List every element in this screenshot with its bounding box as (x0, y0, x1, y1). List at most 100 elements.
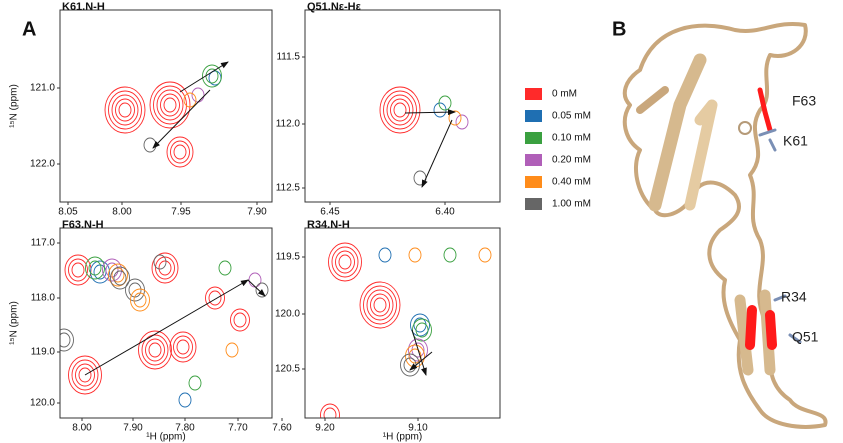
contour (108, 263, 128, 287)
contour (104, 86, 146, 134)
contour (160, 93, 180, 117)
contour (145, 338, 165, 362)
contour (205, 286, 225, 310)
contour (320, 403, 340, 418)
contour (153, 85, 187, 125)
contour (225, 342, 239, 358)
y-tick-label: 120.0 (275, 309, 300, 320)
contour (113, 270, 127, 286)
panel-label: A (22, 18, 36, 40)
contour (408, 348, 422, 364)
legend-label: 0.10 mM (552, 133, 591, 144)
contour (141, 334, 169, 366)
contour (158, 260, 172, 276)
contour (415, 322, 429, 338)
contour (208, 290, 222, 306)
contour (170, 140, 190, 164)
x-tick-label: 6.45 (320, 207, 340, 218)
contour (386, 94, 414, 126)
legend-swatch (525, 154, 542, 166)
contour (363, 285, 397, 325)
spectrum (60, 252, 269, 408)
contour (188, 375, 202, 391)
plot-title: F63.N-H (62, 219, 104, 231)
contour (373, 297, 387, 313)
contour (163, 97, 177, 113)
contour (359, 281, 401, 329)
y-tick-label: 112.0 (276, 119, 301, 130)
y-tick-label: 120.5 (275, 364, 300, 375)
x-tick-label: 8.05 (58, 207, 78, 218)
contour (323, 407, 337, 418)
contour (183, 92, 197, 108)
contour (125, 278, 145, 302)
legend-label: 0.05 mM (552, 111, 591, 122)
spectrum (379, 86, 469, 186)
legend-swatch (525, 176, 542, 188)
x-tick-label: 6.40 (435, 207, 455, 218)
contour (370, 293, 390, 317)
x-tick-label: 7.95 (171, 207, 191, 218)
y-tick-label: 118.0 (31, 293, 56, 304)
contour (148, 342, 162, 358)
x-tick-label: 8.00 (72, 423, 92, 434)
contour (115, 98, 135, 122)
legend-swatch (525, 132, 542, 144)
contour (71, 359, 99, 391)
shift-arrow (152, 89, 211, 149)
contour (230, 308, 250, 332)
x-tick-label: 7.90 (123, 423, 143, 434)
spectrum (320, 242, 492, 418)
contour (155, 256, 175, 280)
contour (335, 250, 355, 274)
contour (102, 258, 122, 282)
contour (408, 247, 422, 263)
contour (393, 102, 407, 118)
x-tick-label: 7.80 (175, 423, 195, 434)
contour (205, 68, 219, 84)
y-tick-label: 119.0 (31, 347, 56, 358)
contour (255, 282, 269, 298)
contour (173, 335, 193, 359)
legend-label: 0.40 mM (552, 177, 591, 188)
contour (118, 102, 132, 118)
contour (338, 254, 352, 270)
plot-frame (59, 227, 273, 419)
shift-arrow (84, 279, 249, 376)
contour (378, 247, 392, 263)
contour (68, 355, 102, 395)
plot-title: R34.N-H (307, 219, 350, 231)
y-tick-label: 120.0 (30, 398, 55, 409)
x-tick-label: 9.10 (408, 423, 428, 434)
contour (68, 258, 88, 282)
contour (328, 242, 362, 282)
contour (143, 137, 157, 153)
protein-structure (622, 22, 828, 429)
contour (410, 313, 430, 337)
contour (443, 247, 457, 263)
shift-arrow (179, 61, 229, 93)
contour (202, 64, 222, 88)
residue-label: Q51 (792, 329, 819, 345)
plot-frame (304, 9, 501, 203)
contour (111, 267, 125, 283)
shift-arrow (247, 279, 266, 297)
legend-label: 1.00 mM (552, 199, 591, 210)
plot-frame (59, 9, 273, 203)
residue-label: K61 (783, 133, 808, 149)
x-tick-label: 7.70 (228, 423, 248, 434)
y-tick-label: 121.0 (30, 83, 55, 94)
x-axis-label: ¹H (ppm) (383, 432, 422, 443)
contour (133, 292, 147, 308)
x-axis-label: ¹H (ppm) (146, 432, 185, 443)
contour (331, 246, 359, 278)
contour (149, 81, 191, 129)
contour (400, 353, 420, 377)
contour (78, 367, 92, 383)
x-tick-label: 8.00 (112, 207, 132, 218)
contour (88, 260, 102, 276)
legend-swatch (525, 88, 542, 100)
contour (60, 332, 71, 348)
contour (390, 98, 410, 122)
